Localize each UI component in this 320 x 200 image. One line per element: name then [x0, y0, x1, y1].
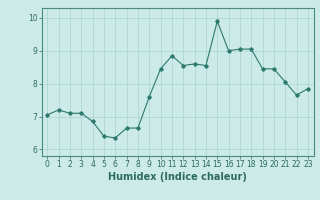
- X-axis label: Humidex (Indice chaleur): Humidex (Indice chaleur): [108, 172, 247, 182]
